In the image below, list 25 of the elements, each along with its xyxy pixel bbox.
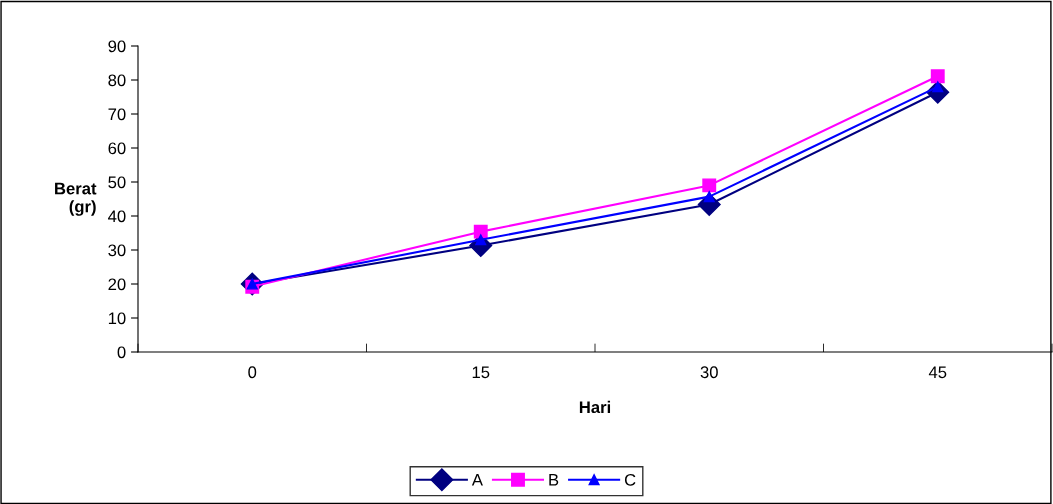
y-tick-label: 80 [108,74,126,87]
x-axis-title: Hari [579,400,611,414]
x-tick-label: 0 [248,366,257,379]
point [703,191,715,203]
y-tick-label: 90 [108,40,126,53]
point [475,234,487,246]
y-tick-label: 30 [108,244,126,257]
x-tick-label: 30 [700,366,718,379]
legend-label: C [624,473,636,486]
point [473,224,488,239]
y-tick-label: 20 [108,278,126,291]
point [702,178,717,193]
legend-label: A [471,474,483,486]
y-tick-label: 50 [108,176,126,189]
y-tick-label: 0 [117,346,126,359]
x-tick-label: 45 [928,366,947,379]
y-tick-label: 60 [108,142,126,155]
y-tick-label: 40 [108,210,126,223]
y-axis-title: Berat (gr) [55,182,97,216]
y-tick-label: 70 [108,108,126,121]
point [930,69,945,84]
legend-label: B [549,474,559,486]
x-tick-label: 15 [472,366,490,379]
y-tick-label: 10 [108,312,126,325]
point [932,81,944,93]
